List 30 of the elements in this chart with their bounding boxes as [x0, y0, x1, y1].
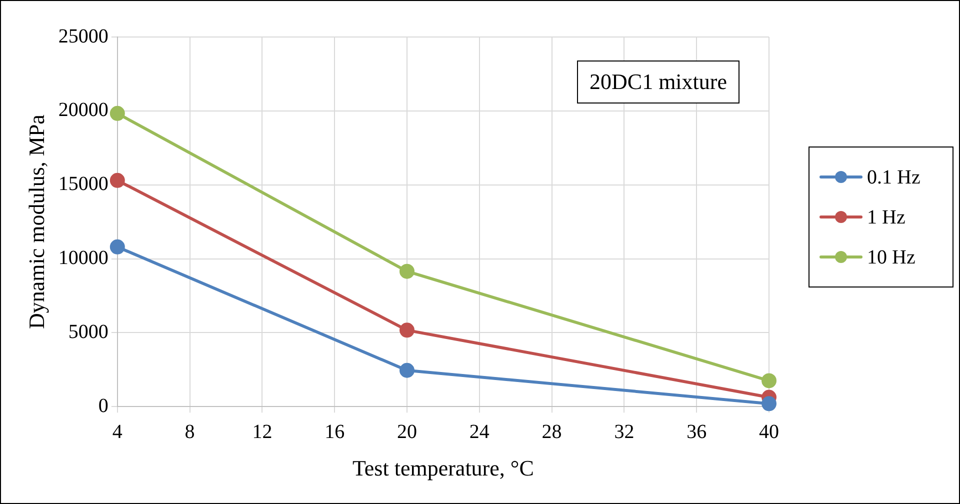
- y-tick-label: 0: [98, 394, 108, 417]
- point: [762, 396, 776, 412]
- point: [400, 264, 414, 279]
- legend-label: 0.1 Hz: [867, 166, 920, 188]
- x-tick-label: 24: [469, 420, 490, 443]
- x-axis-title: Test temperature, °C: [352, 456, 534, 481]
- point: [110, 106, 125, 121]
- legend-label: 10 Hz: [867, 246, 916, 268]
- x-tick-label: 40: [759, 420, 779, 443]
- x-tick-label: 16: [324, 420, 345, 443]
- x-tick-label: 20: [397, 420, 417, 443]
- x-tick-label: 4: [112, 420, 122, 443]
- x-tick-label: 12: [252, 420, 272, 443]
- y-tick-label: 20000: [58, 99, 108, 122]
- x-tick-label: 28: [542, 420, 562, 443]
- y-tick-label: 5000: [68, 320, 108, 343]
- legend-label: 1 Hz: [867, 206, 906, 228]
- y-tick-label: 25000: [58, 25, 108, 48]
- point: [762, 373, 776, 388]
- x-tick-label: 8: [184, 420, 195, 443]
- point: [400, 362, 414, 378]
- point: [110, 172, 125, 188]
- point: [400, 322, 414, 338]
- y-axis-title: Dynamic modulus, MPa: [24, 114, 49, 330]
- point: [110, 239, 125, 254]
- y-tick-label: 15000: [58, 173, 108, 196]
- x-tick-label: 32: [614, 420, 634, 443]
- annotation: 20DC1 mixture: [590, 68, 728, 94]
- y-tick-label: 10000: [58, 247, 108, 270]
- x-tick-label: 36: [686, 420, 707, 443]
